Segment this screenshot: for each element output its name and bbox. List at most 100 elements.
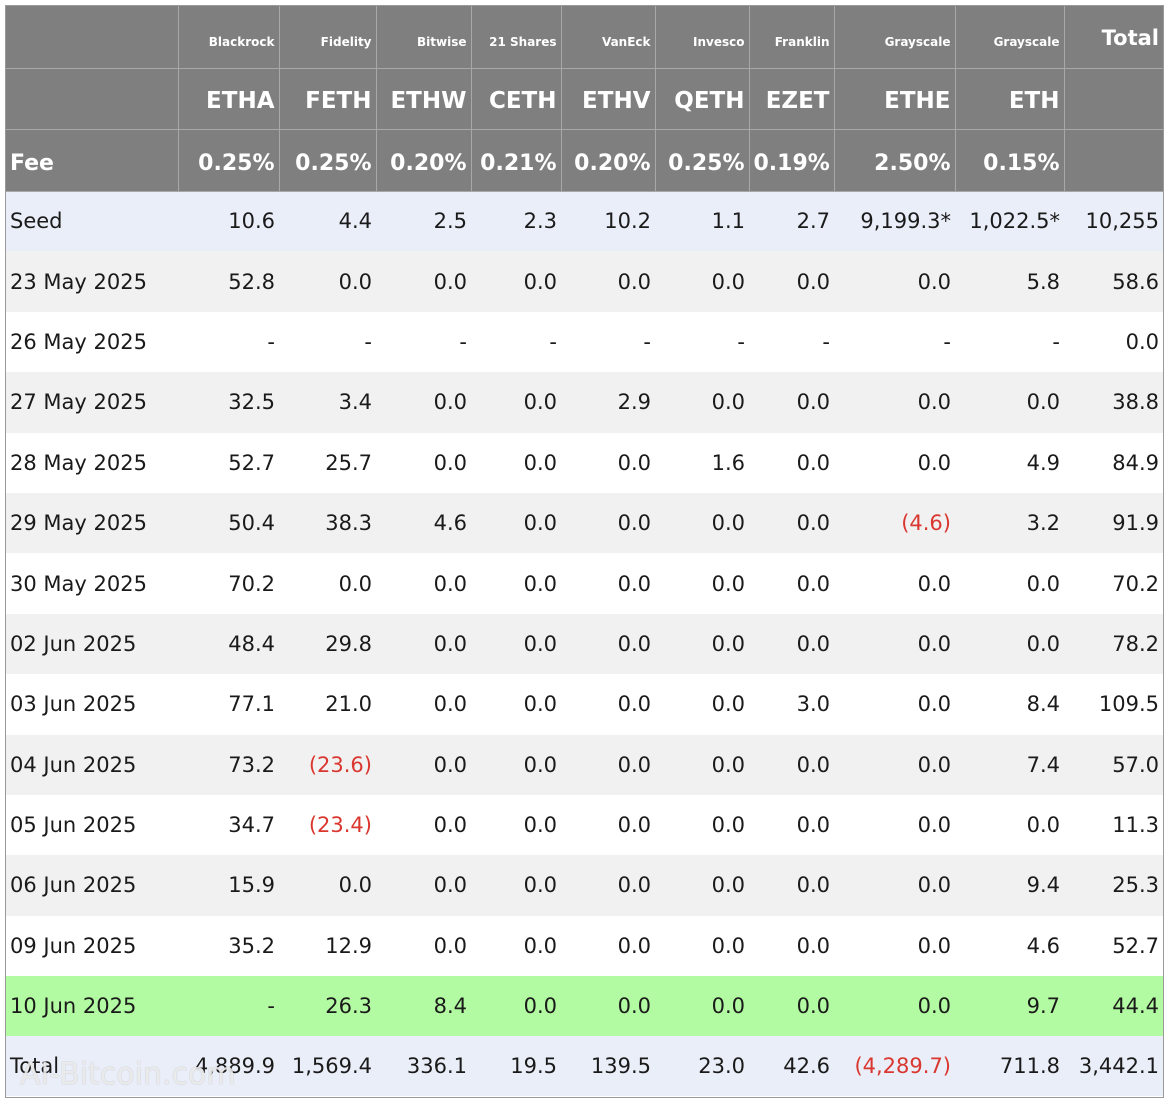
fee-value: 0.20% bbox=[561, 129, 656, 192]
flow-value: 0.0 bbox=[655, 613, 749, 675]
flow-value: 0.0 bbox=[834, 734, 955, 795]
ticker-symbol: ETHV bbox=[561, 68, 656, 130]
flow-value: 0.0 bbox=[655, 734, 749, 795]
flow-value: 0.0 bbox=[749, 432, 834, 493]
flow-value: - bbox=[655, 311, 749, 373]
row-total: 10,255 bbox=[1064, 191, 1163, 252]
flow-value: 0.0 bbox=[471, 251, 561, 312]
flow-value: 0.0 bbox=[655, 855, 749, 916]
total-value: 42.6 bbox=[749, 1036, 834, 1097]
flow-value: 50.4 bbox=[178, 492, 279, 554]
totals-row: Total 4,889.9 1,569.4 336.1 19.5 139.5 23.0 42.… bbox=[6, 1036, 1163, 1097]
flow-value: 0.0 bbox=[955, 794, 1064, 856]
flow-value: 0.0 bbox=[471, 432, 561, 493]
row-label: 23 May 2025 bbox=[6, 251, 178, 312]
flow-value: 5.8 bbox=[955, 251, 1064, 312]
flow-value: 29.8 bbox=[279, 613, 376, 675]
table-row: 26 May 2025- - - - - - - - -0.0 bbox=[6, 311, 1163, 373]
row-label: 28 May 2025 bbox=[6, 432, 178, 493]
flow-value: 21.0 bbox=[279, 674, 376, 735]
table-row: 06 Jun 2025 15.9 0.0 0.0 0.0 0.0 0.0 0.0 0.0 9.4 2… bbox=[6, 855, 1163, 916]
issuer-name: Fidelity bbox=[279, 6, 377, 69]
row-total: 78.2 bbox=[1064, 613, 1163, 675]
fee-label: Fee bbox=[6, 129, 179, 192]
flow-value: 70.2 bbox=[178, 553, 279, 614]
flow-value: 1.6 bbox=[655, 432, 749, 493]
table-row: 04 Jun 2025 73.2 (23.6) 0.0 0.0 0.0 0.0 0.0 0.0 7… bbox=[6, 734, 1163, 795]
flow-value: 3.4 bbox=[279, 372, 376, 433]
flow-value: 25.7 bbox=[279, 432, 376, 493]
flow-value: 2.9 bbox=[561, 372, 655, 433]
row-label: 10 Jun 2025 bbox=[6, 976, 178, 1037]
ticker-symbol: EZET bbox=[749, 68, 835, 130]
flow-value: 8.4 bbox=[955, 674, 1064, 735]
flow-value: 38.3 bbox=[279, 492, 376, 554]
flow-value: 0.0 bbox=[834, 553, 955, 614]
flow-value: - bbox=[178, 311, 279, 373]
flow-value: 0.0 bbox=[749, 372, 834, 433]
total-value: (4,289.7) bbox=[834, 1036, 955, 1097]
fee-value: 0.25% bbox=[655, 129, 750, 192]
total-value: 139.5 bbox=[561, 1036, 655, 1097]
flow-value: - bbox=[955, 311, 1064, 373]
row-total: 25.3 bbox=[1064, 855, 1163, 916]
table-row: 29 May 2025 50.4 38.3 4.6 0.0 0.0 0.0 0.0 (4.6) 3… bbox=[6, 492, 1163, 554]
fee-value: 0.15% bbox=[955, 129, 1065, 192]
flow-value: 0.0 bbox=[834, 855, 955, 916]
flow-value: 0.0 bbox=[561, 915, 655, 977]
flow-value: 0.0 bbox=[749, 915, 834, 977]
flow-value: 0.0 bbox=[471, 372, 561, 433]
flow-value: 0.0 bbox=[749, 613, 834, 675]
flow-value: 0.0 bbox=[471, 794, 561, 856]
flow-value: 0.0 bbox=[655, 251, 749, 312]
flow-value: 12.9 bbox=[279, 915, 376, 977]
table-row: 28 May 2025 52.7 25.7 0.0 0.0 0.0 1.6 0.0 0.0 4.9… bbox=[6, 432, 1163, 493]
row-total: 52.7 bbox=[1064, 915, 1163, 977]
flow-value: 0.0 bbox=[834, 432, 955, 493]
flow-value: 0.0 bbox=[834, 915, 955, 977]
flow-value: 0.0 bbox=[749, 492, 834, 554]
row-label: Seed bbox=[6, 191, 178, 252]
flow-value: 0.0 bbox=[749, 734, 834, 795]
row-label: 02 Jun 2025 bbox=[6, 613, 178, 675]
flow-value: 3.0 bbox=[749, 674, 834, 735]
flow-value: - bbox=[561, 311, 655, 373]
flow-value: 0.0 bbox=[561, 674, 655, 735]
flow-value: 0.0 bbox=[655, 553, 749, 614]
issuer-name: Grayscale bbox=[955, 6, 1065, 69]
flow-value: - bbox=[749, 311, 834, 373]
flow-value: 2.3 bbox=[471, 191, 561, 252]
table-row: 09 Jun 2025 35.2 12.9 0.0 0.0 0.0 0.0 0.0 0.0 4.6… bbox=[6, 915, 1163, 977]
total-value: 23.0 bbox=[655, 1036, 749, 1097]
header-corner-cell bbox=[6, 68, 179, 130]
flow-value: 0.0 bbox=[376, 855, 471, 916]
fee-value: 0.25% bbox=[279, 129, 377, 192]
flow-value: 3.2 bbox=[955, 492, 1064, 554]
flow-value: 0.0 bbox=[834, 976, 955, 1037]
row-label: 26 May 2025 bbox=[6, 311, 178, 373]
row-label: 29 May 2025 bbox=[6, 492, 178, 554]
row-total: 91.9 bbox=[1064, 492, 1163, 554]
flow-value: 0.0 bbox=[834, 251, 955, 312]
flow-value: - bbox=[834, 311, 955, 373]
row-total: 38.8 bbox=[1064, 372, 1163, 433]
header-corner-cell bbox=[6, 6, 179, 69]
flow-value: 0.0 bbox=[561, 794, 655, 856]
flow-value: 0.0 bbox=[471, 492, 561, 554]
flow-value: 0.0 bbox=[955, 613, 1064, 675]
flow-value: 10.6 bbox=[178, 191, 279, 252]
flow-value: 0.0 bbox=[471, 613, 561, 675]
table-row: 03 Jun 2025 77.1 21.0 0.0 0.0 0.0 0.0 3.0 0.0 8.4… bbox=[6, 674, 1163, 735]
ticker-symbol: ETHA bbox=[178, 68, 280, 130]
flow-value: 0.0 bbox=[561, 734, 655, 795]
flow-value: 2.5 bbox=[376, 191, 471, 252]
flow-value: 0.0 bbox=[376, 613, 471, 675]
flow-value: 2.7 bbox=[749, 191, 834, 252]
row-label: 09 Jun 2025 bbox=[6, 915, 178, 977]
flow-value: (23.6) bbox=[279, 734, 376, 795]
row-total: 57.0 bbox=[1064, 734, 1163, 795]
flow-value: 0.0 bbox=[471, 855, 561, 916]
flow-value: - bbox=[178, 976, 279, 1037]
flow-value: 1,022.5* bbox=[955, 191, 1064, 252]
flow-value: - bbox=[279, 311, 376, 373]
